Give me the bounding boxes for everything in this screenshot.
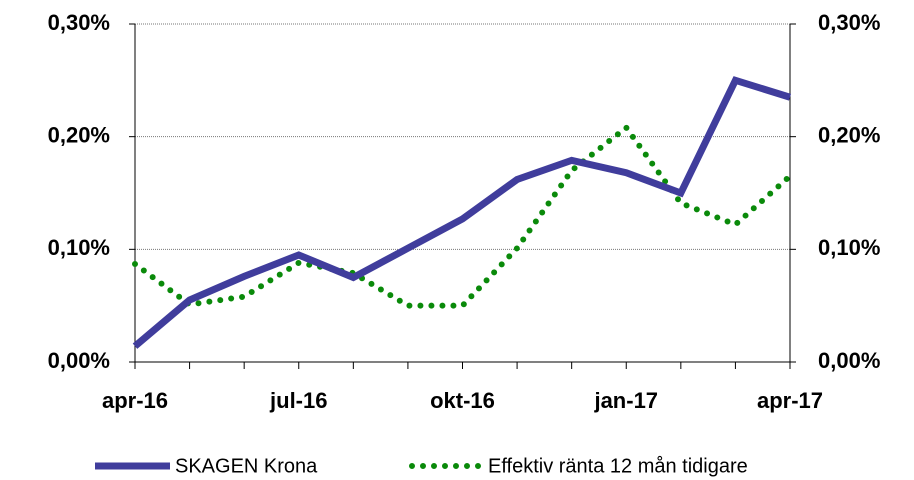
x-tick-label: apr-16	[102, 388, 168, 413]
y-tick-label: 0,00%	[48, 348, 110, 373]
y2-tick-label: 0,10%	[818, 235, 880, 260]
x-tick-label: okt-16	[430, 388, 495, 413]
legend-label: SKAGEN Krona	[175, 455, 318, 477]
y2-tick-label: 0,20%	[818, 122, 880, 147]
y-tick-label: 0,20%	[48, 122, 110, 147]
series-line	[132, 123, 793, 309]
x-tick-label: jan-17	[593, 388, 658, 413]
x-tick-label: apr-17	[757, 388, 823, 413]
x-tick-label: jul-16	[269, 388, 327, 413]
y-tick-label: 0,30%	[48, 10, 110, 35]
series-line	[132, 76, 792, 349]
y-tick-label: 0,10%	[48, 235, 110, 260]
y2-tick-label: 0,30%	[818, 10, 880, 35]
legend-label: Effektiv ränta 12 mån tidigare	[488, 455, 748, 477]
y2-tick-label: 0,00%	[818, 348, 880, 373]
